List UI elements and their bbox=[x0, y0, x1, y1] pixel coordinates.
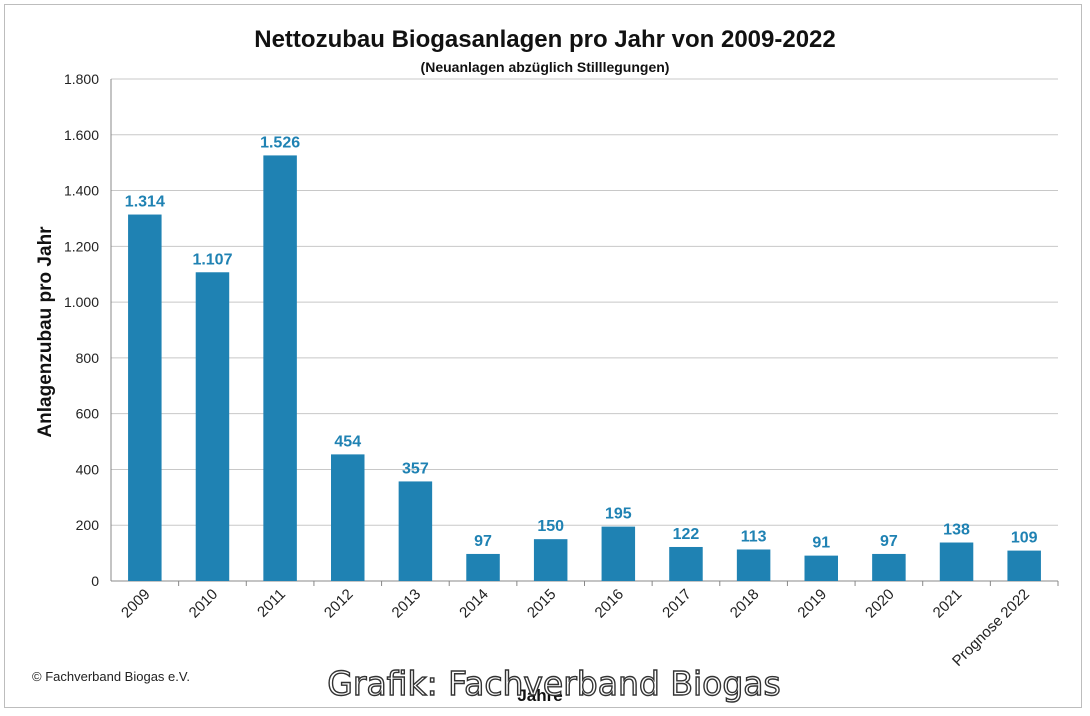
y-tick-label: 600 bbox=[76, 406, 100, 422]
bar bbox=[466, 553, 500, 581]
chart-title: Nettozubau Biogasanlagen pro Jahr von 20… bbox=[254, 26, 836, 53]
bar bbox=[804, 555, 838, 581]
y-tick-label: 1.000 bbox=[64, 294, 99, 310]
bar bbox=[601, 526, 636, 581]
bar bbox=[669, 546, 703, 581]
bar-value-label: 1.526 bbox=[260, 134, 300, 151]
copyright-note: © Fachverband Biogas e.V. bbox=[32, 669, 190, 684]
y-tick-label: 0 bbox=[91, 573, 99, 589]
x-tick-label: 2019 bbox=[794, 586, 830, 622]
x-tick-label: 2010 bbox=[186, 586, 222, 622]
bar-value-label: 454 bbox=[334, 433, 361, 450]
chart-frame bbox=[4, 4, 1082, 708]
y-tick-label: 1.200 bbox=[64, 238, 99, 254]
bar-value-label: 109 bbox=[1011, 530, 1038, 547]
bar bbox=[263, 155, 297, 581]
bar-value-label: 357 bbox=[402, 460, 429, 477]
bar-value-label: 150 bbox=[537, 518, 564, 535]
y-tick-label: 800 bbox=[76, 350, 100, 366]
x-tick-label: 2020 bbox=[862, 586, 898, 622]
y-tick-label: 200 bbox=[76, 517, 100, 533]
x-tick-label: 2017 bbox=[659, 586, 695, 622]
x-axis-label: Jahre bbox=[517, 686, 563, 705]
x-tick-label: 2012 bbox=[321, 586, 357, 622]
x-tick-label: 2021 bbox=[930, 586, 966, 622]
x-tick-label: 2009 bbox=[118, 586, 154, 622]
x-tick-label: 2015 bbox=[524, 586, 560, 622]
chart-subtitle: (Neuanlagen abzüglich Stilllegungen) bbox=[420, 59, 670, 75]
bar bbox=[872, 553, 906, 581]
bar bbox=[533, 539, 568, 581]
watermark-text: Grafik: Fachverband Biogas bbox=[327, 663, 782, 703]
x-tick-label: 2013 bbox=[389, 586, 425, 622]
x-tick-label: 2016 bbox=[592, 586, 628, 622]
y-tick-label: 1.400 bbox=[64, 183, 99, 199]
bar-value-label: 1.107 bbox=[192, 251, 232, 268]
bar-value-label: 1.314 bbox=[125, 194, 165, 211]
y-tick-label: 1.600 bbox=[64, 127, 99, 143]
bar bbox=[398, 481, 433, 581]
bar bbox=[195, 272, 230, 581]
y-tick-label: 400 bbox=[76, 461, 100, 477]
bar-value-label: 122 bbox=[673, 526, 700, 543]
bar-value-label: 91 bbox=[812, 535, 830, 552]
x-tick-label: 2018 bbox=[727, 586, 763, 622]
y-tick-label: 1.800 bbox=[64, 71, 99, 87]
bar-value-label: 195 bbox=[605, 506, 632, 523]
bar bbox=[939, 542, 974, 581]
bar bbox=[128, 214, 162, 582]
bar bbox=[736, 549, 771, 581]
bar-value-label: 97 bbox=[474, 533, 492, 550]
bar-value-label: 138 bbox=[943, 522, 970, 539]
bar-value-label: 113 bbox=[741, 528, 767, 545]
x-tick-label: 2011 bbox=[254, 586, 289, 621]
x-tick-label: 2014 bbox=[456, 586, 492, 622]
bar bbox=[1007, 550, 1041, 581]
bar-value-label: 97 bbox=[880, 533, 898, 550]
bar bbox=[331, 454, 365, 581]
